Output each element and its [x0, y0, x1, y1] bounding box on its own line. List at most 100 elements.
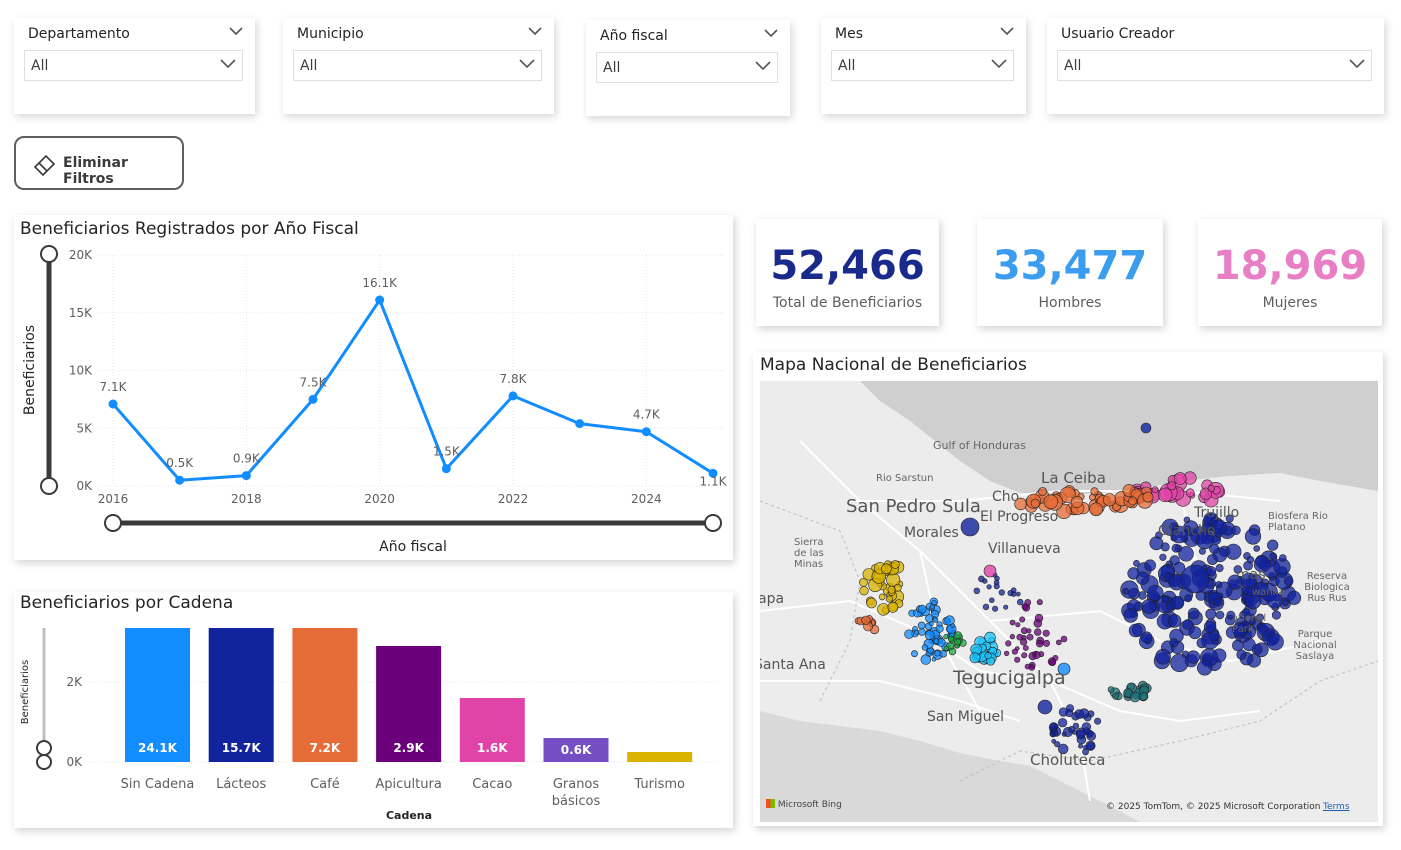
y-slider-handle [40, 245, 58, 263]
chevron-down-icon[interactable] [229, 26, 243, 36]
map-bubble [1043, 494, 1059, 510]
chevron-down-icon[interactable] [528, 26, 542, 36]
map-label: Gulf of Honduras [933, 439, 1026, 452]
map-bubble [1060, 635, 1068, 643]
map-bubble [1075, 729, 1086, 740]
map-bubble [1089, 502, 1103, 517]
x-tick-label: 2022 [498, 492, 529, 506]
map-bubble [1283, 576, 1294, 586]
map-bubble [1022, 645, 1029, 651]
map[interactable]: Gulf of Honduras Rio Sarstun San Pedro S… [760, 381, 1378, 822]
map-bubble [1159, 553, 1167, 561]
slicer-dropdown[interactable]: All [831, 50, 1014, 81]
map-bubble [1231, 525, 1241, 536]
map-bubble [984, 631, 996, 644]
map-bubble [1236, 649, 1247, 660]
slicer-dropdown[interactable]: All [24, 50, 243, 81]
map-terms-link[interactable]: Terms [1323, 802, 1350, 812]
map-label: ational Park [1232, 613, 1267, 635]
map-bubble [904, 629, 914, 639]
slicer-dropdown[interactable]: All [1057, 50, 1372, 81]
y-tick-label: 2K [66, 675, 83, 689]
map-label: Villanueva [988, 541, 1061, 557]
map-bubble [1122, 587, 1130, 595]
map-bubble [861, 615, 871, 625]
map-bubble [1242, 638, 1256, 652]
x-tick-label: Cacao [472, 777, 512, 792]
line-series [111, 298, 714, 482]
slicer-dropdown[interactable]: All [596, 52, 778, 83]
map-bubble [1026, 628, 1032, 634]
map-bubble [1070, 495, 1083, 508]
map-bubble [982, 578, 988, 584]
map-bubble [1144, 559, 1156, 572]
data-label: 1.6K [477, 741, 508, 755]
map-bubble [1266, 592, 1283, 609]
chevron-down-icon[interactable] [764, 28, 778, 38]
map-bubble [993, 583, 1000, 590]
map-bubble [1030, 498, 1040, 508]
map-bubble [939, 650, 947, 658]
data-label: 0.9K [233, 452, 261, 466]
map-bubble [1074, 709, 1085, 719]
data-label: 7.1K [100, 380, 128, 394]
map-bubble [954, 638, 962, 646]
chevron-down-icon [220, 59, 236, 69]
map-bubble [1128, 496, 1137, 506]
slicer-dropdown[interactable]: All [293, 50, 542, 81]
map-bubble [989, 597, 995, 603]
kpi-hombres-card: 33,477 Hombres [977, 219, 1163, 326]
map-bubble [1034, 613, 1044, 623]
kpi-mujeres-label: Mujeres [1262, 295, 1318, 311]
map-bubble [1127, 567, 1140, 580]
data-label: 16.1K [362, 276, 398, 290]
line-chart-title: Beneficiarios Registrados por Año Fiscal [20, 219, 359, 239]
map-label: La Ceiba [1041, 469, 1106, 487]
x-tick-label: 2024 [631, 492, 662, 506]
map-bubble [1026, 633, 1034, 641]
clear-filters-button[interactable]: Eliminar Filtros [14, 136, 184, 190]
line-point [175, 475, 185, 485]
slicer-title: Usuario Creador [1061, 26, 1175, 42]
map-bubble [1139, 692, 1148, 701]
line-point [241, 471, 251, 481]
kpi-total-value: 52,466 [770, 243, 925, 289]
map-bubble [943, 645, 950, 652]
bar-chart-title: Beneficiarios por Cadena [20, 593, 234, 613]
bar [627, 752, 693, 762]
map-bubble [1161, 595, 1169, 603]
bing-logo: Microsoft Bing [766, 799, 842, 810]
data-label: 24.1K [138, 741, 178, 755]
map-bubble [1197, 660, 1213, 676]
map-bubble [1133, 559, 1140, 567]
bar [125, 628, 190, 762]
map-bubble [1107, 686, 1115, 693]
map-bubble [960, 517, 980, 537]
map-bubble-layer [854, 422, 1302, 756]
map-bubble [1167, 614, 1182, 628]
map-bubble [1037, 699, 1053, 715]
kpi-hombres-label: Hombres [1038, 295, 1102, 311]
map-bubble [928, 621, 934, 627]
slicer-value: All [300, 58, 318, 74]
map-bubble [1170, 595, 1185, 610]
kpi-total-label: Total de Beneficiarios [772, 295, 923, 311]
map-bubble [1078, 743, 1084, 749]
map-bubble [1004, 650, 1010, 657]
line-point [108, 399, 118, 409]
line-point [308, 394, 318, 404]
map-bubble [1009, 634, 1015, 640]
chevron-down-icon[interactable] [1000, 26, 1014, 36]
map-bubble [1035, 639, 1044, 648]
data-label: 0.5K [166, 456, 194, 470]
x-tick-label: 2018 [231, 492, 262, 506]
x-tick-label: Turismo [633, 777, 685, 792]
map-bubble [1014, 646, 1020, 651]
map-label: Choluteca [1030, 751, 1106, 769]
map-bubble [1253, 545, 1261, 552]
bar [459, 698, 525, 762]
map-bubble [1058, 743, 1069, 755]
map-bubble [887, 585, 896, 594]
data-label: 7.5K [300, 375, 328, 389]
map-bubble [1244, 528, 1262, 545]
